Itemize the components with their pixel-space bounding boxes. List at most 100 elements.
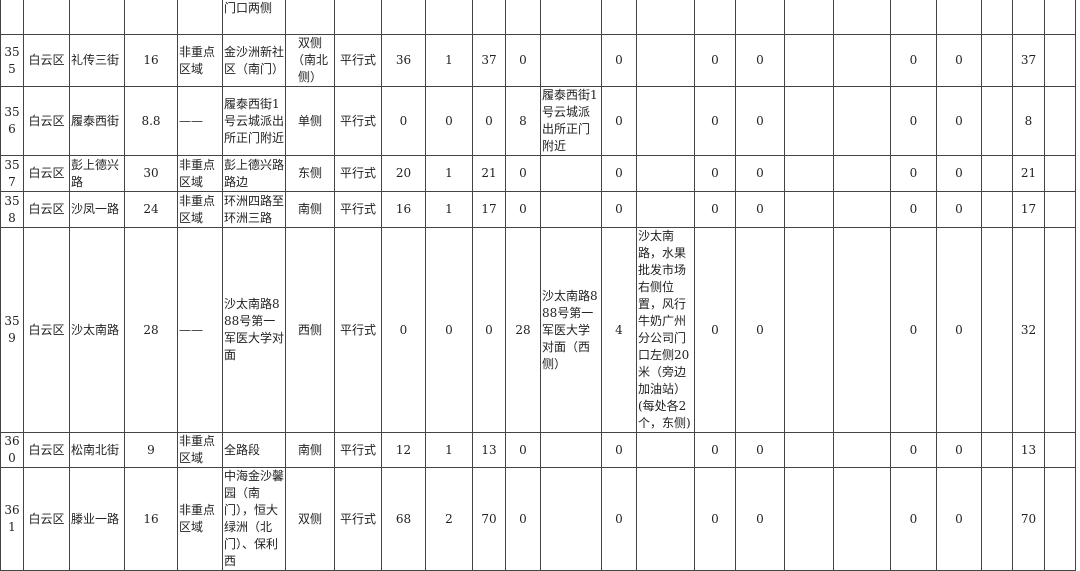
table-cell: ——	[177, 227, 223, 433]
table-cell	[636, 467, 695, 571]
table-cell: 0	[735, 191, 785, 228]
table-cell	[833, 34, 891, 87]
table-cell: 0	[735, 34, 785, 87]
table-row: 356 白云区 履泰西街 8.8 —— 履泰西街1号云城派出所正门附近 单侧 平行式 0 0 0 8 履…	[0, 86, 1076, 156]
table-cell	[1044, 155, 1076, 192]
table-cell: 双侧	[285, 467, 335, 571]
table-cell: 0	[472, 86, 506, 156]
table-cell: 0	[694, 227, 736, 433]
table-cell	[833, 0, 891, 35]
table-cell: 白云区	[23, 34, 70, 87]
table-cell: 361	[0, 467, 24, 571]
table-cell: 非重点区域	[177, 467, 223, 571]
table-row: 门口两侧	[0, 0, 1076, 35]
table-cell	[784, 467, 834, 571]
table-cell: 非重点区域	[177, 191, 223, 228]
table-cell: 沙太南路888号第一军医大学对面（西侧）	[540, 227, 602, 433]
table-cell	[981, 467, 1013, 571]
table-cell: 非重点区域	[177, 34, 223, 87]
table-cell	[540, 34, 602, 87]
table-cell: 0	[936, 191, 982, 228]
table-cell: 1	[425, 34, 473, 87]
table-cell: 0	[505, 432, 541, 468]
table-cell: 4	[601, 227, 637, 433]
table-cell: 0	[601, 86, 637, 156]
table-cell: 0	[694, 191, 736, 228]
table-cell: 0	[735, 227, 785, 433]
table-cell: 13	[472, 432, 506, 468]
table-cell	[1044, 432, 1076, 468]
table-cell: 门口两侧	[222, 0, 286, 35]
table-cell: 0	[890, 155, 937, 192]
table-cell: 松南北街	[69, 432, 125, 468]
table-cell	[1044, 191, 1076, 228]
table-cell	[472, 0, 506, 35]
table-row: 358 白云区 沙凤一路 24 非重点区域 环洲四路至环洲三路 南侧 平行式 16 1 17 0 0 0 0…	[0, 191, 1076, 228]
table-cell: 0	[601, 191, 637, 228]
table-cell: 1	[425, 155, 473, 192]
table-cell	[833, 191, 891, 228]
table-cell: 0	[735, 432, 785, 468]
table-cell: 21	[1012, 155, 1045, 192]
table-cell	[636, 432, 695, 468]
table-cell: 0	[694, 467, 736, 571]
table-cell: 356	[0, 86, 24, 156]
table-cell: 滕业一路	[69, 467, 125, 571]
table-cell: 白云区	[23, 227, 70, 433]
table-cell: 24	[124, 191, 178, 228]
table-cell	[981, 191, 1013, 228]
table-cell: 礼传三街	[69, 34, 125, 87]
table-cell: 双侧（南北侧）	[285, 34, 335, 87]
table-cell: 17	[472, 191, 506, 228]
table-cell: 彭上德兴路	[69, 155, 125, 192]
table-cell	[381, 0, 426, 35]
table-cell	[1012, 0, 1045, 35]
table-cell: 平行式	[334, 191, 382, 228]
table-cell: 非重点区域	[177, 432, 223, 468]
table-cell: 中海金沙馨园（南门），恒大绿洲（北门）、保利西	[222, 467, 286, 571]
table-cell: 南侧	[285, 432, 335, 468]
table-cell: 平行式	[334, 467, 382, 571]
table-cell	[981, 227, 1013, 433]
table-cell	[981, 432, 1013, 468]
table-cell: 南侧	[285, 191, 335, 228]
table-cell	[124, 0, 178, 35]
table-cell	[784, 34, 834, 87]
table-cell	[1044, 227, 1076, 433]
table-cell	[833, 155, 891, 192]
table-cell	[981, 34, 1013, 87]
table-cell: 0	[936, 227, 982, 433]
table-cell: 12	[381, 432, 426, 468]
table-cell: 21	[472, 155, 506, 192]
table-cell: 0	[735, 155, 785, 192]
table-cell: 履泰西街1号云城派出所正门附近	[222, 86, 286, 156]
table-cell	[833, 227, 891, 433]
table-cell	[69, 0, 125, 35]
table-cell	[601, 0, 637, 35]
table-cell: 0	[936, 34, 982, 87]
table-cell: 17	[1012, 191, 1045, 228]
table-cell: 0	[890, 467, 937, 571]
table-cell	[636, 155, 695, 192]
table-cell: 0	[694, 86, 736, 156]
table-cell: 16	[124, 467, 178, 571]
table-cell: 0	[381, 227, 426, 433]
table-row: 359 白云区 沙太南路 28 —— 沙太南路888号第一军医大学对面 西侧 平行式 0 0 0 28…	[0, 227, 1076, 433]
table-cell: 平行式	[334, 34, 382, 87]
table-cell: 平行式	[334, 227, 382, 433]
table-cell: ——	[177, 86, 223, 156]
table-cell: 32	[1012, 227, 1045, 433]
table-cell: 0	[890, 86, 937, 156]
table-cell: 8	[505, 86, 541, 156]
table-cell	[636, 34, 695, 87]
table-cell: 白云区	[23, 86, 70, 156]
table-cell: 2	[425, 467, 473, 571]
table-cell	[1044, 467, 1076, 571]
table-cell: 0	[936, 467, 982, 571]
table-cell: 360	[0, 432, 24, 468]
table-cell	[540, 0, 602, 35]
table-cell: 355	[0, 34, 24, 87]
table-cell	[540, 467, 602, 571]
table-cell: 1	[425, 432, 473, 468]
